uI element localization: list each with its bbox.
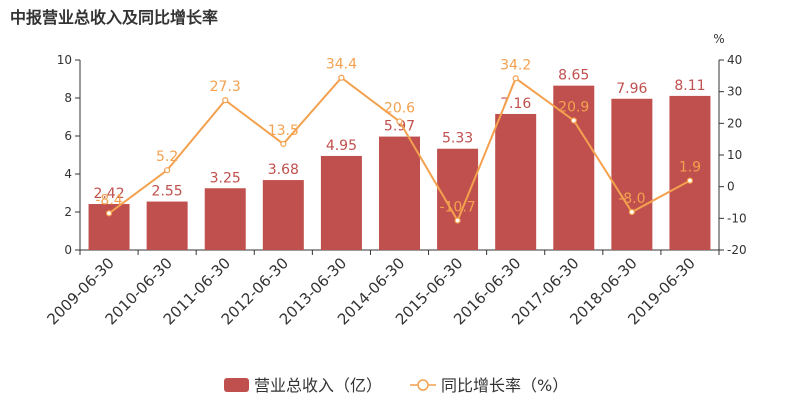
y-right-tick-label: 20 bbox=[727, 116, 742, 130]
revenue-bar-label: 8.65 bbox=[558, 68, 589, 84]
growth-rate-label: 13.5 bbox=[268, 123, 299, 139]
revenue-bar bbox=[320, 155, 362, 250]
revenue-bar bbox=[437, 148, 479, 250]
y-left-tick-label: 8 bbox=[64, 91, 72, 105]
revenue-bar-label: 5.33 bbox=[442, 131, 473, 147]
legend-label-growth: 同比增长率（%） bbox=[441, 376, 568, 395]
growth-rate-label: 5.2 bbox=[156, 149, 178, 165]
growth-rate-label: 27.3 bbox=[210, 79, 241, 95]
growth-rate-label: -8.0 bbox=[618, 191, 645, 207]
legend-swatch-revenue bbox=[224, 378, 249, 392]
revenue-bar-label: 5.97 bbox=[384, 119, 415, 135]
revenue-bar-label: 3.68 bbox=[268, 162, 299, 178]
growth-rate-point bbox=[280, 140, 287, 148]
growth-rate-point bbox=[686, 177, 694, 184]
revenue-bar bbox=[553, 85, 595, 251]
y-right-tick-label: 0 bbox=[727, 180, 735, 194]
y-right-tick-label: 40 bbox=[727, 53, 742, 67]
growth-rate-point bbox=[222, 97, 229, 104]
revenue-bar-label: 3.25 bbox=[210, 170, 241, 186]
growth-rate-point bbox=[570, 117, 577, 124]
legend-swatch-growth-point bbox=[417, 379, 429, 391]
growth-rate-label: 34.2 bbox=[500, 57, 531, 73]
legend-label-revenue: 营业总收入（亿） bbox=[254, 376, 382, 395]
growth-rate-label: 20.6 bbox=[384, 100, 415, 116]
growth-rate-label: -8.4 bbox=[95, 192, 122, 208]
chart-title: 中报营业总收入及同比增长率 bbox=[10, 8, 219, 27]
y-right-tick-label: 10 bbox=[727, 148, 742, 162]
growth-rate-point bbox=[164, 167, 171, 174]
revenue-bar-label: 2.55 bbox=[152, 184, 183, 200]
y-right-unit-label: % bbox=[713, 32, 724, 46]
revenue-bar-label: 4.95 bbox=[326, 138, 357, 154]
growth-rate-label: 20.9 bbox=[558, 99, 589, 115]
revenue-bar bbox=[495, 113, 537, 251]
growth-rate-point bbox=[338, 74, 345, 81]
growth-rate-point bbox=[105, 210, 113, 217]
growth-rate-point bbox=[628, 208, 635, 216]
revenue-bar bbox=[262, 180, 304, 250]
y-right-tick-label: 30 bbox=[727, 85, 742, 99]
y-left-tick-label: 6 bbox=[64, 129, 72, 143]
growth-rate-point bbox=[396, 118, 403, 125]
revenue-bar bbox=[669, 95, 711, 250]
revenue-bar bbox=[146, 201, 188, 250]
y-left-tick-label: 2 bbox=[64, 205, 72, 219]
revenue-bar-label: 7.96 bbox=[616, 81, 647, 97]
revenue-bar bbox=[379, 136, 420, 250]
y-left-tick-label: 10 bbox=[57, 53, 72, 67]
y-right-tick-label: -20 bbox=[727, 243, 747, 257]
revenue-bar bbox=[611, 98, 653, 250]
revenue-bar bbox=[204, 188, 246, 250]
growth-rate-point bbox=[454, 217, 461, 224]
growth-rate-label: -10.7 bbox=[439, 200, 475, 216]
revenue-bar-label: 2.42 bbox=[93, 186, 124, 202]
growth-rate-label: 34.4 bbox=[326, 57, 357, 73]
revenue-bar-label: 8.11 bbox=[674, 78, 705, 94]
y-left-tick-label: 4 bbox=[64, 167, 72, 181]
growth-rate-point bbox=[512, 75, 519, 82]
y-right-tick-label: -10 bbox=[727, 211, 747, 225]
y-left-tick-label: 0 bbox=[64, 243, 72, 257]
growth-rate-label: 1.9 bbox=[679, 160, 701, 176]
